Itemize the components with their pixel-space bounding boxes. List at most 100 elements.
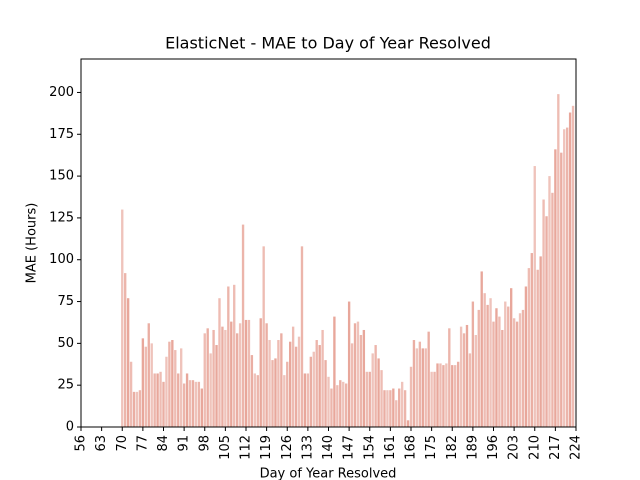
y-tick-label: 25 — [57, 378, 74, 393]
bar — [465, 324, 469, 427]
bar — [492, 321, 495, 427]
bar — [309, 356, 312, 427]
bar — [498, 316, 501, 427]
bar — [227, 286, 230, 427]
bar — [256, 375, 259, 427]
bar — [147, 323, 150, 427]
bar — [380, 370, 383, 427]
y-tick-label: 125 — [49, 210, 74, 225]
x-tick-label: 189 — [465, 435, 480, 460]
bar — [471, 301, 475, 427]
bar — [406, 420, 410, 427]
x-tick-label: 147 — [342, 435, 357, 460]
bar — [180, 348, 183, 427]
bar — [333, 316, 336, 427]
bar — [368, 371, 371, 427]
y-tick-label: 200 — [49, 85, 74, 100]
bar — [300, 246, 304, 427]
bar — [395, 400, 398, 427]
bar — [548, 176, 551, 427]
y-tick-label: 175 — [49, 127, 74, 142]
bar — [144, 346, 147, 427]
bar — [389, 390, 392, 427]
x-tick-label: 56 — [74, 435, 89, 452]
bar — [486, 304, 489, 427]
bar — [524, 286, 528, 427]
bar — [182, 383, 186, 427]
x-tick-label: 84 — [156, 435, 171, 452]
bar — [424, 348, 427, 427]
bar — [135, 391, 139, 427]
bar — [318, 345, 321, 427]
x-tick-label: 224 — [569, 435, 584, 460]
bar — [398, 388, 401, 427]
bar — [327, 376, 330, 427]
bar — [153, 373, 156, 427]
x-tick-label: 203 — [507, 435, 522, 460]
bar — [468, 353, 472, 427]
bar — [483, 293, 486, 427]
bar — [274, 358, 277, 427]
bar — [557, 94, 560, 428]
bar — [259, 318, 262, 427]
bar — [551, 192, 554, 427]
bar — [306, 373, 310, 427]
bar — [527, 268, 531, 427]
bar — [530, 253, 533, 427]
bar — [533, 166, 536, 427]
bar — [356, 321, 360, 427]
bar — [191, 380, 195, 427]
x-tick-label: 77 — [135, 435, 150, 452]
bar — [171, 340, 174, 427]
x-tick-label: 119 — [259, 435, 274, 460]
bar — [504, 301, 507, 427]
bar — [250, 355, 254, 427]
x-tick-label: 63 — [94, 435, 109, 452]
bar — [451, 365, 454, 427]
bar — [554, 149, 557, 427]
bar — [197, 381, 201, 427]
bar — [126, 298, 130, 427]
x-tick-label: 196 — [486, 435, 501, 460]
bar — [188, 380, 192, 427]
bar — [536, 269, 539, 427]
bar — [560, 152, 563, 427]
bar — [412, 340, 416, 427]
x-tick-label: 175 — [424, 435, 439, 460]
x-tick-label: 112 — [239, 435, 254, 460]
y-tick-label: 150 — [49, 169, 74, 184]
bar — [480, 271, 483, 427]
bar — [383, 390, 386, 427]
bar — [233, 284, 236, 427]
bar — [215, 345, 218, 427]
bar — [238, 323, 242, 427]
bar — [542, 199, 545, 427]
x-tick-label: 126 — [280, 435, 295, 460]
bar — [224, 329, 227, 427]
x-tick-label: 182 — [445, 435, 460, 460]
bar — [156, 373, 159, 427]
bar — [510, 288, 513, 427]
bar — [359, 335, 363, 427]
bar — [427, 331, 430, 427]
x-tick-label: 98 — [197, 435, 212, 452]
bar — [209, 353, 212, 427]
bar — [456, 361, 460, 427]
bar — [350, 343, 354, 427]
bar — [303, 373, 307, 427]
bar — [121, 209, 124, 427]
bar — [339, 380, 342, 427]
bar — [141, 338, 145, 427]
y-tick-label: 75 — [57, 294, 74, 309]
bar — [315, 340, 318, 427]
bar — [283, 375, 286, 427]
bar — [132, 391, 136, 427]
bar — [439, 363, 442, 427]
bar — [518, 313, 522, 427]
bar — [474, 335, 477, 427]
bar — [177, 373, 180, 427]
bar — [459, 326, 463, 427]
bar — [289, 341, 292, 427]
x-tick-label: 140 — [321, 435, 336, 460]
